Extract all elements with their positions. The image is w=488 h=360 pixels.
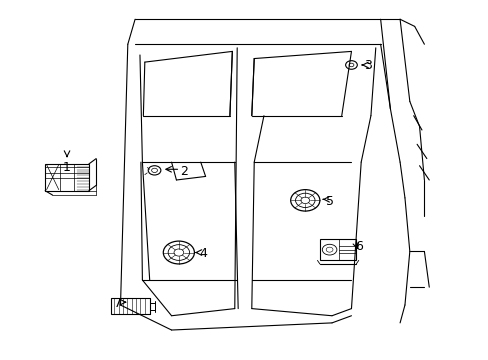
FancyBboxPatch shape (111, 298, 149, 314)
Text: 6: 6 (354, 240, 362, 253)
Text: 2: 2 (180, 165, 187, 177)
Text: 4: 4 (199, 247, 207, 260)
Text: 5: 5 (325, 195, 333, 208)
Text: 7: 7 (114, 297, 122, 310)
FancyBboxPatch shape (45, 164, 89, 191)
Text: 3: 3 (364, 59, 372, 72)
FancyBboxPatch shape (319, 239, 356, 260)
Text: 1: 1 (63, 161, 71, 174)
